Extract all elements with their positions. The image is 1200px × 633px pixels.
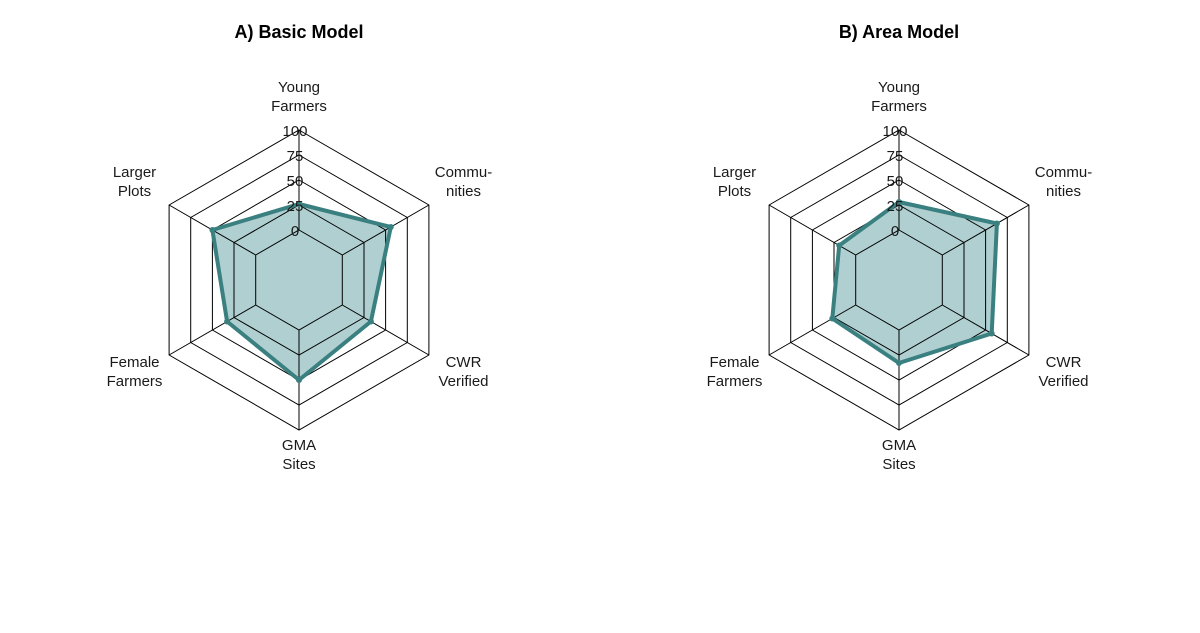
axis-label-5: Larger Plots (113, 164, 156, 200)
panel-title: A) Basic Model (234, 22, 363, 42)
radar-point-5 (836, 242, 843, 249)
axis-label-line: Plots (118, 183, 151, 200)
radar-point-4 (829, 315, 836, 322)
radar-point-3 (896, 360, 902, 366)
tick-label: 0 (291, 223, 299, 240)
axis-label-line: CWR (1046, 354, 1082, 371)
axis-label-line: Female (109, 354, 159, 371)
axis-label-4: Female Farmers (107, 354, 163, 390)
tick-label: 75 (287, 148, 304, 165)
axis-label-1: Commu-nities (1035, 164, 1093, 200)
tick-label: 50 (887, 173, 904, 190)
tick-label: 25 (287, 198, 304, 215)
axis-label-line: GMA (282, 437, 316, 454)
spoke-line (768, 304, 856, 356)
axis-label-3: GMA Sites (882, 437, 916, 473)
axis-label-line: Larger (113, 164, 156, 181)
radar-point-2 (367, 318, 374, 325)
radar-point-2 (988, 330, 995, 337)
axis-label-line: GMA (882, 437, 916, 454)
axis-label-line: nities (1046, 183, 1081, 200)
spoke-line (342, 204, 430, 256)
axis-label-line: nities (446, 183, 481, 200)
axis-label-line: Female (709, 354, 759, 371)
spoke-line (168, 304, 256, 356)
axis-label-0: Young Farmers (871, 79, 927, 115)
tick-label: 50 (287, 173, 304, 190)
axis-label-2: CWR Verified (1038, 354, 1088, 390)
tick-label: 0 (891, 223, 899, 240)
axis-label-3: GMA Sites (282, 437, 316, 473)
axis-label-line: Larger (713, 164, 756, 181)
axis-label-0: Young Farmers (271, 79, 327, 115)
spoke-line (942, 204, 1030, 256)
axis-label-5: Larger Plots (713, 164, 756, 200)
radar-point-5 (209, 227, 216, 233)
spoke-line (342, 304, 430, 356)
radar-point-4 (224, 318, 231, 325)
radar-point-3 (296, 377, 302, 383)
axis-label-line: Commu- (1035, 164, 1093, 181)
tick-label: 100 (882, 123, 907, 140)
radar-point-0 (896, 199, 902, 205)
radar-point-1 (387, 224, 394, 230)
tick-label: 75 (887, 148, 904, 165)
tick-label: 25 (887, 198, 904, 215)
axis-label-line: Farmers (707, 373, 763, 390)
axis-label-line: Farmers (107, 373, 163, 390)
axis-label-line: Young (278, 79, 320, 96)
axis-label-line: Verified (438, 373, 488, 390)
axis-label-line: Sites (282, 456, 315, 473)
radar-point-1 (993, 220, 1000, 227)
panel-title: B) Area Model (839, 22, 959, 42)
radar-area-fill (212, 204, 391, 380)
axis-label-line: Farmers (871, 98, 927, 115)
axis-label-line: Plots (718, 183, 751, 200)
tick-label: 100 (282, 123, 307, 140)
axis-label-2: CWR Verified (438, 354, 488, 390)
axis-label-4: Female Farmers (707, 354, 763, 390)
radar-point-0 (296, 201, 302, 207)
axis-label-line: Sites (882, 456, 915, 473)
radar-panel-basic-model: A) Basic Model 0 25 50 75 100 Young Farmers Com… (107, 22, 493, 473)
axis-label-1: Commu-nities (435, 164, 493, 200)
axis-label-line: Young (878, 79, 920, 96)
radar-panel-area-model: B) Area Model 0 25 50 75 100 Young Farmers Comm… (707, 22, 1093, 473)
axis-label-line: Commu- (435, 164, 493, 181)
axis-label-line: Farmers (271, 98, 327, 115)
axis-label-line: CWR (446, 354, 482, 371)
spoke-line (942, 304, 1030, 356)
axis-label-line: Verified (1038, 373, 1088, 390)
